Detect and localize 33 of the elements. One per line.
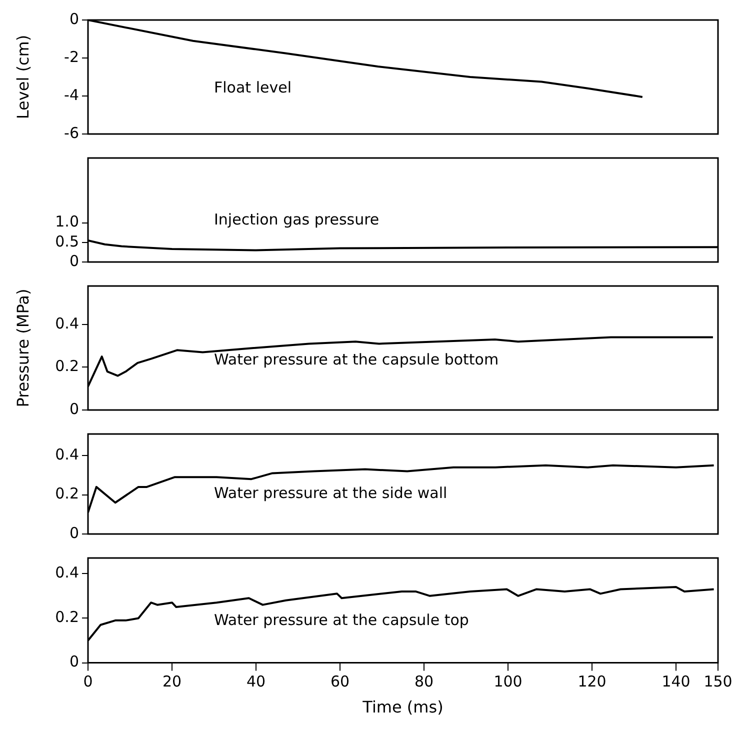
x-tick-label: 60: [330, 672, 350, 691]
x-tick-label: 20: [162, 672, 182, 691]
x-axis-title: Time (ms): [362, 698, 444, 717]
y-tick-label: 0.2: [55, 608, 79, 626]
y-tick-label: 0: [69, 10, 79, 28]
x-tick-label: 140: [662, 672, 690, 691]
x-tick-label: 0: [83, 672, 93, 691]
y-tick-label: 0: [69, 652, 79, 671]
y-tick-label: 0: [69, 524, 79, 542]
y-tick-label: 0.2: [55, 484, 79, 503]
y-tick-label: -4: [64, 86, 79, 104]
y-tick-label: 0.4: [55, 564, 79, 582]
annotation: Water pressure at the side wall: [214, 484, 448, 502]
y-tick-label: 0.4: [55, 314, 79, 332]
y-tick-label: 1.0: [55, 212, 79, 231]
y-tick-label: 0: [69, 400, 79, 418]
x-tick-label: 40: [246, 672, 266, 691]
x-tick-label: 100: [494, 672, 522, 691]
x-tick-label: 80: [414, 672, 434, 691]
x-tick-label: 120: [578, 672, 606, 691]
annotation: Water pressure at the capsule top: [214, 610, 469, 629]
y-tick-label: 0: [69, 252, 79, 270]
y-axis-title: Level (cm): [14, 34, 32, 120]
annotation: Water pressure at the capsule bottom: [214, 350, 499, 368]
y-tick-label: -6: [64, 124, 79, 142]
annotation: Float level: [214, 78, 292, 96]
y-tick-label: -2: [64, 48, 79, 66]
y-tick-label: 0.5: [55, 232, 79, 250]
y-tick-label: 0.4: [55, 445, 79, 464]
y-axis-title: Pressure (MPa): [14, 288, 32, 408]
annotation: Injection gas pressure: [214, 210, 380, 228]
y-tick-label: 0.2: [55, 357, 79, 376]
x-tick-label: 150: [704, 672, 732, 691]
